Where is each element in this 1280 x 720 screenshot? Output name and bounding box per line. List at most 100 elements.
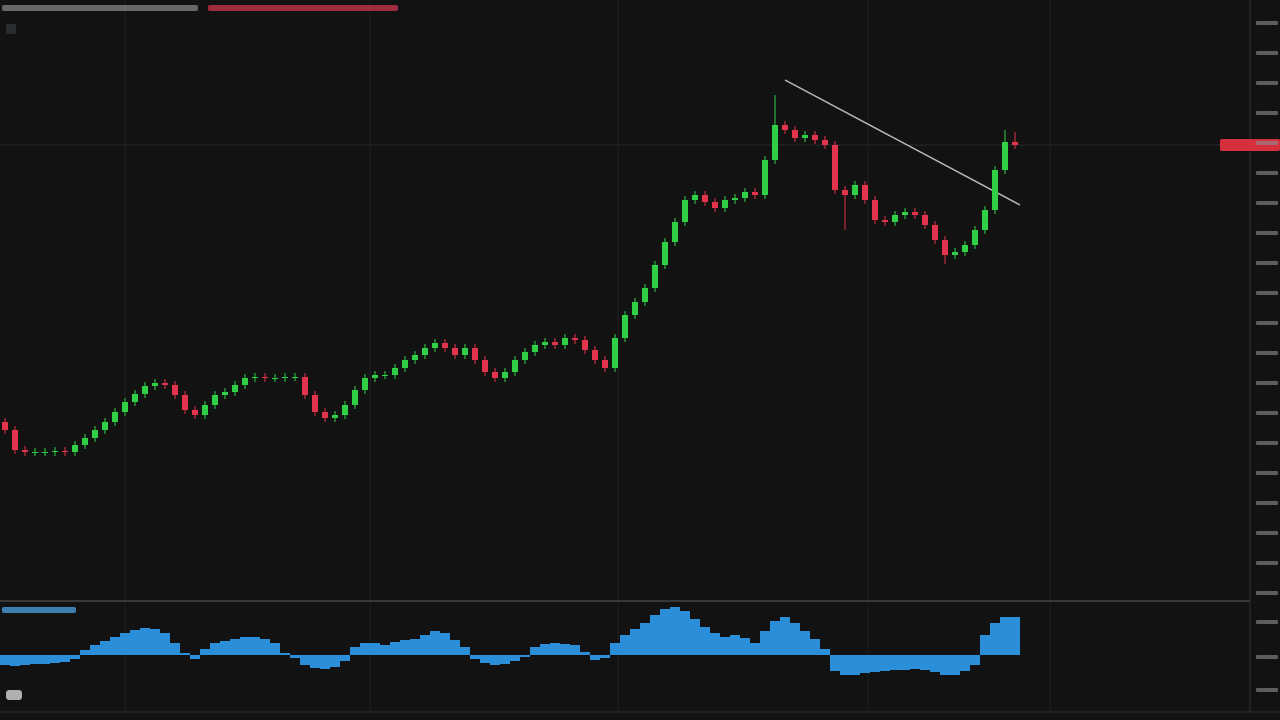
- candle-body: [902, 212, 908, 215]
- candle-body: [972, 230, 978, 245]
- candle-body: [152, 383, 158, 386]
- histogram-bar: [950, 655, 960, 675]
- histogram-bar: [560, 644, 570, 655]
- histogram-bar: [530, 647, 540, 655]
- candle-body: [672, 222, 678, 242]
- candle-body: [982, 210, 988, 230]
- candle-body: [342, 405, 348, 415]
- candle-body: [392, 368, 398, 375]
- candle-body: [812, 135, 818, 140]
- histogram-bar: [420, 635, 430, 655]
- candle-body: [592, 350, 598, 360]
- histogram-bar: [760, 631, 770, 655]
- histogram-bar: [100, 641, 110, 655]
- candle-body: [732, 198, 738, 200]
- histogram-bar: [900, 655, 910, 670]
- candle-body: [772, 125, 778, 160]
- candle-body: [622, 315, 628, 338]
- candle-body: [52, 451, 58, 452]
- candle-body: [122, 402, 128, 412]
- histogram-bar: [660, 609, 670, 655]
- candle-body: [242, 378, 248, 385]
- histogram-bar: [650, 615, 660, 655]
- histogram-bar: [910, 655, 920, 669]
- histogram-bar: [180, 653, 190, 655]
- histogram-bar: [250, 637, 260, 655]
- axis-label-placeholder: [1256, 351, 1278, 355]
- candle-body: [62, 451, 68, 452]
- histogram-bar: [960, 655, 970, 671]
- candle-body: [492, 372, 498, 378]
- axis-label-placeholder: [1256, 411, 1278, 415]
- candle-body: [662, 242, 668, 265]
- histogram-bar: [720, 637, 730, 655]
- candle-body: [72, 445, 78, 452]
- histogram-bar: [270, 643, 280, 655]
- candle-body: [892, 215, 898, 222]
- candle-body: [292, 377, 298, 378]
- candle-body: [652, 265, 658, 288]
- candle-body: [272, 378, 278, 379]
- candle-body: [882, 220, 888, 222]
- histogram-bar: [630, 629, 640, 655]
- histogram-bar: [120, 633, 130, 655]
- axis-label-placeholder: [1256, 620, 1278, 624]
- candle-body: [912, 212, 918, 215]
- candle-body: [502, 372, 508, 378]
- candle-body: [842, 190, 848, 195]
- logo-button[interactable]: [6, 690, 22, 700]
- legend-header: [2, 5, 398, 700]
- histogram-bar: [160, 633, 170, 655]
- candle-body: [992, 170, 998, 210]
- histogram-bar: [500, 655, 510, 664]
- indicator-placeholder: [2, 607, 76, 613]
- histogram-bar: [780, 617, 790, 655]
- histogram-bar: [290, 655, 300, 658]
- candle-body: [852, 185, 858, 195]
- histogram-bar: [800, 631, 810, 655]
- ohlc-placeholder: [208, 5, 398, 11]
- histogram-bar: [1010, 617, 1020, 655]
- candle-body: [452, 348, 458, 355]
- candle-body: [1002, 142, 1008, 170]
- histogram-bar: [370, 643, 380, 655]
- histogram-bar: [620, 635, 630, 655]
- histogram-bar: [490, 655, 500, 665]
- candle-body: [722, 200, 728, 208]
- histogram-bar: [200, 649, 210, 655]
- toggle-button[interactable]: [6, 24, 16, 34]
- axis-label-placeholder: [1256, 655, 1278, 659]
- candle-body: [782, 125, 788, 130]
- candle-body: [542, 342, 548, 345]
- candle-body: [692, 195, 698, 200]
- histogram-bar: [380, 645, 390, 655]
- axis-label-placeholder: [1256, 291, 1278, 295]
- histogram-bar: [260, 639, 270, 655]
- candle-body: [322, 412, 328, 418]
- histogram-bar: [830, 655, 840, 671]
- candle-body: [642, 288, 648, 302]
- histogram-bar: [820, 649, 830, 655]
- histogram-bar: [700, 627, 710, 655]
- histogram-bar: [240, 637, 250, 655]
- candle-body: [932, 225, 938, 240]
- histogram-bar: [60, 655, 70, 662]
- histogram-bar: [210, 643, 220, 655]
- histogram-bar: [600, 655, 610, 658]
- axis-label-placeholder: [1256, 81, 1278, 85]
- axis-label-placeholder: [1256, 441, 1278, 445]
- candle-body: [632, 302, 638, 315]
- axis-label-placeholder: [1256, 688, 1278, 692]
- candle-body: [252, 377, 258, 378]
- candle-body: [212, 395, 218, 405]
- candle-body: [362, 378, 368, 390]
- candle-body: [942, 240, 948, 255]
- candle-body: [332, 415, 338, 418]
- candle-body: [742, 192, 748, 198]
- histogram-bar: [750, 643, 760, 655]
- plot: [0, 95, 1020, 675]
- trend-line: [784, 79, 1021, 206]
- histogram-bar: [280, 653, 290, 655]
- candle-body: [12, 430, 18, 450]
- histogram-bar: [860, 655, 870, 673]
